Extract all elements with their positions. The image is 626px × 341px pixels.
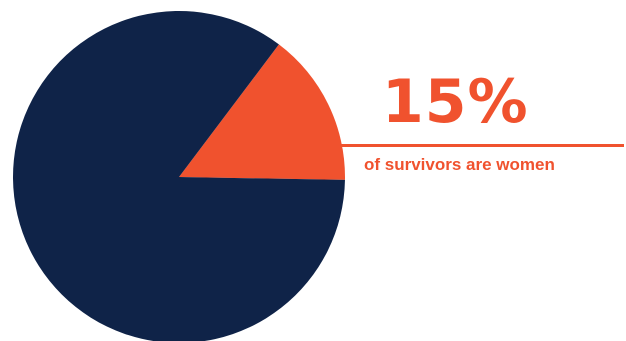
callout-divider-line	[340, 144, 624, 147]
pie-slice-women	[179, 44, 345, 180]
percentage-value: 15%	[382, 67, 529, 137]
callout-caption: of survivors are women	[364, 155, 555, 174]
pie-slice-remaining	[13, 11, 345, 341]
